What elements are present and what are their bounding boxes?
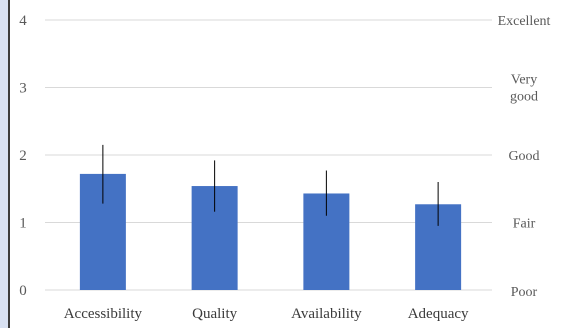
secondary-axis-label: Fair bbox=[513, 217, 536, 232]
x-tick-label: Accessibility bbox=[64, 306, 143, 322]
y-tick-label: 4 bbox=[19, 13, 27, 29]
secondary-axis-label: Excellent bbox=[498, 14, 551, 29]
left-panel-edge bbox=[0, 0, 10, 328]
y-tick-label: 3 bbox=[19, 81, 27, 97]
x-tick-label: Adequacy bbox=[408, 306, 469, 322]
x-tick-label: Quality bbox=[192, 306, 237, 322]
secondary-axis-label: Good bbox=[508, 149, 539, 164]
y-tick-label: 2 bbox=[19, 148, 27, 164]
secondary-axis-label: Very good bbox=[510, 73, 538, 105]
y-tick-label: 0 bbox=[19, 283, 27, 299]
y-tick-label: 1 bbox=[19, 216, 27, 232]
secondary-axis-label: Poor bbox=[511, 285, 538, 300]
x-tick-label: Availability bbox=[291, 306, 362, 322]
